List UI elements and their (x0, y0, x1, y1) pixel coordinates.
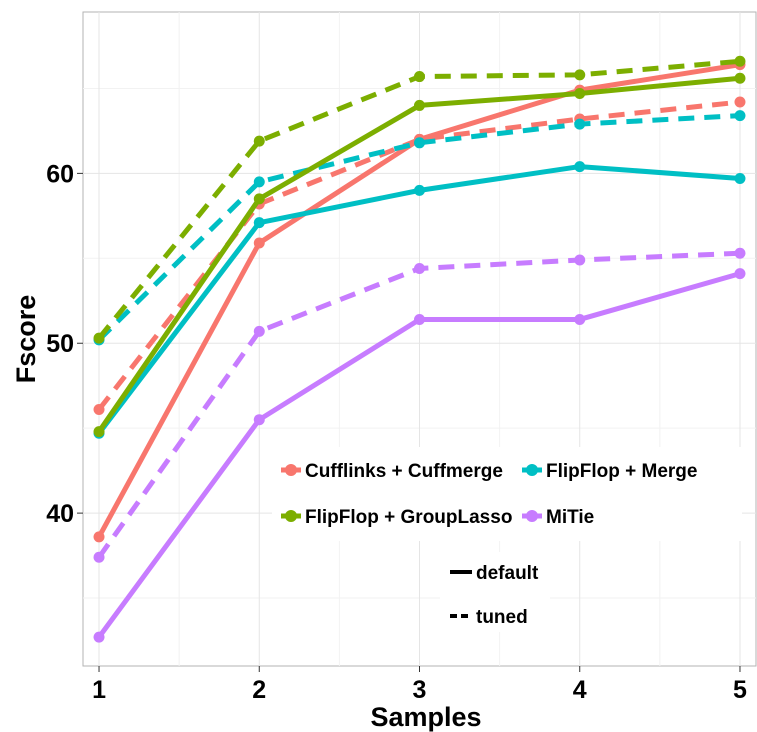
axis-ticks (77, 172, 741, 672)
series-point-default (734, 268, 746, 280)
x-axis-title: Samples (370, 702, 481, 732)
x-tick-label: 3 (413, 676, 427, 704)
series-point-tuned (734, 96, 746, 108)
series-point-default (414, 184, 425, 196)
legend: Cufflinks + Cuffmerge FlipFlop + Merge Fli… (272, 447, 742, 632)
x-tick-label: 5 (733, 676, 747, 704)
y-tick-label: 60 (46, 160, 74, 188)
x-tick-labels: 1 2 3 4 5 (92, 676, 747, 704)
series-point-default (253, 217, 265, 229)
y-tick-labels: 40 50 60 (46, 160, 74, 528)
series-point-default (574, 161, 586, 173)
series-point-tuned (253, 135, 265, 147)
series-point-tuned (253, 325, 265, 337)
series-point-tuned (93, 551, 105, 563)
legend-method-point (526, 464, 538, 476)
legend-background (272, 447, 742, 541)
y-tick-label: 40 (46, 500, 74, 528)
series-point-tuned (734, 55, 746, 67)
legend-style-label: default (476, 563, 539, 584)
series-lines (93, 55, 746, 643)
series-point-default (734, 72, 746, 84)
series-point-default (574, 88, 586, 100)
legend-method-label: FlipFlop + GroupLasso (305, 507, 512, 528)
series-point-tuned (253, 176, 265, 188)
series-point-default (414, 99, 425, 111)
legend-style-label: tuned (476, 607, 528, 628)
series-point-tuned (734, 110, 746, 122)
y-axis-title: Fscore (11, 295, 41, 384)
series-point-tuned (574, 69, 586, 81)
series-point-tuned (414, 71, 425, 83)
series-point-default (414, 313, 425, 325)
legend-methods: Cufflinks + Cuffmerge FlipFlop + Merge Fli… (281, 461, 697, 528)
series-point-tuned (414, 137, 425, 149)
series-point-default (253, 237, 265, 249)
series-point-tuned (93, 332, 105, 344)
series-point-default (93, 631, 105, 643)
legend-method-point (285, 464, 297, 476)
series-point-tuned (414, 263, 425, 275)
series-line-tuned (97, 113, 741, 342)
legend-method-point (526, 510, 538, 522)
series-point-default (734, 172, 746, 184)
legend-method-point (285, 510, 297, 522)
series-point-default (93, 426, 105, 438)
legend-method-label: FlipFlop + Merge (546, 461, 697, 482)
legend-method-label: Cufflinks + Cuffmerge (305, 461, 503, 482)
series-point-default (253, 193, 265, 205)
series-point-tuned (574, 118, 586, 130)
series-point-tuned (574, 254, 586, 266)
series-point-tuned (734, 247, 746, 259)
series-point-tuned (93, 403, 105, 415)
series-point-default (93, 531, 105, 543)
series-point-default (574, 313, 586, 325)
legend-style-background (440, 552, 550, 632)
x-tick-label: 1 (92, 676, 106, 704)
x-tick-label: 2 (252, 676, 266, 704)
legend-method-label: MiTie (546, 507, 594, 528)
series-point-default (253, 414, 265, 426)
y-tick-label: 50 (46, 330, 74, 358)
legend-styles: default tuned (450, 563, 539, 628)
x-tick-label: 4 (573, 676, 587, 704)
